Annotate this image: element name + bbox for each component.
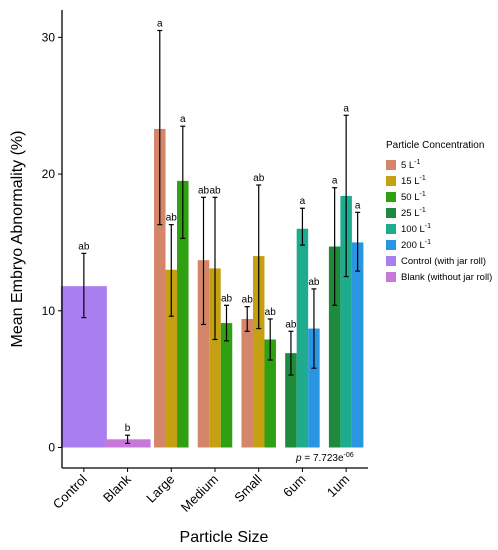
legend-swatch [386,240,396,250]
legend-swatch [386,272,396,282]
bar-medium-50 [220,323,233,448]
x-tick-label: 6um [280,472,308,500]
legend-title: Particle Concentration [386,140,485,151]
significance-label: ab [265,307,277,318]
x-axis-title: Particle Size [180,529,269,546]
legend-label: Blank (without jar roll) [401,271,493,283]
x-tick-label: Control [50,471,90,511]
significance-label: a [332,176,338,187]
bar-6um-25 [285,353,297,448]
significance-label: ab [166,213,178,224]
bar-1um-100 [340,195,352,448]
bar-small-15 [252,256,265,448]
legend-item: 200 L-1 [386,237,498,253]
x-tick-label: Blank [100,471,134,505]
legend-item: 100 L-1 [386,221,498,237]
legend-swatch [386,208,396,218]
bar-large-15 [165,269,178,448]
legend-swatch [386,192,396,202]
x-tick-label: Large [143,472,177,506]
legend-item: Blank (without jar roll) [386,269,498,285]
y-axis-title: Mean Embryo Abnormality (%) [9,131,26,348]
x-tick-label: 1um [324,472,352,500]
bar-small-5 [241,318,253,448]
legend-item: 5 L-1 [386,157,498,173]
bar-small-50 [264,339,276,448]
y-tick-label: 30 [42,30,56,44]
legend-swatch [386,256,396,266]
legend-label: 50 L-1 [401,190,426,204]
significance-label: ab [253,173,265,184]
legend-label: 200 L-1 [401,238,432,252]
legend-swatch [386,224,396,234]
significance-label: a [355,200,361,211]
legend-label: 15 L-1 [401,174,426,188]
bar-medium-15 [209,268,221,448]
bar-large-5 [154,128,166,448]
significance-label: a [300,196,306,207]
significance-label: ab [198,185,210,196]
bar-1um-25 [328,246,341,448]
significance-label: ab [308,277,320,288]
legend: Particle Concentration 5 L-1 15 L-1 50 L-1… [386,140,498,285]
significance-label: ab [221,293,233,304]
x-tick-label: Small [231,471,265,505]
y-tick-label: 0 [48,440,55,454]
significance-label: ab [209,185,221,196]
bar-medium-5 [197,260,210,448]
x-tick-label: Medium [178,472,221,515]
y-tick-label: 10 [42,304,56,318]
significance-label: ab [242,295,254,306]
legend-label: Control (with jar roll) [401,255,486,267]
bar-6um-100 [296,228,309,448]
legend-label: 5 L-1 [401,158,421,172]
legend-swatch [386,176,396,186]
bar-6um-200 [308,328,320,448]
bar-1um-200 [351,242,364,448]
y-tick-label: 20 [42,167,56,181]
legend-item: 50 L-1 [386,189,498,205]
legend-item: Control (with jar roll) [386,253,498,269]
p-value-annotation: p = 7.723e-06 [295,452,354,464]
significance-label: a [180,114,186,125]
legend-swatch [386,160,396,170]
significance-label: ab [285,319,297,330]
legend-label: 100 L-1 [401,222,432,236]
legend-items: 5 L-1 15 L-1 50 L-1 25 L-1 100 L-1 200 L-1 Con… [386,157,498,285]
bar-large-50 [177,180,189,448]
legend-item: 15 L-1 [386,173,498,189]
significance-label: b [125,423,131,434]
significance-label: a [343,103,349,114]
legend-label: 25 L-1 [401,206,426,220]
legend-item: 25 L-1 [386,205,498,221]
significance-label: ab [78,241,90,252]
significance-label: a [157,19,163,30]
